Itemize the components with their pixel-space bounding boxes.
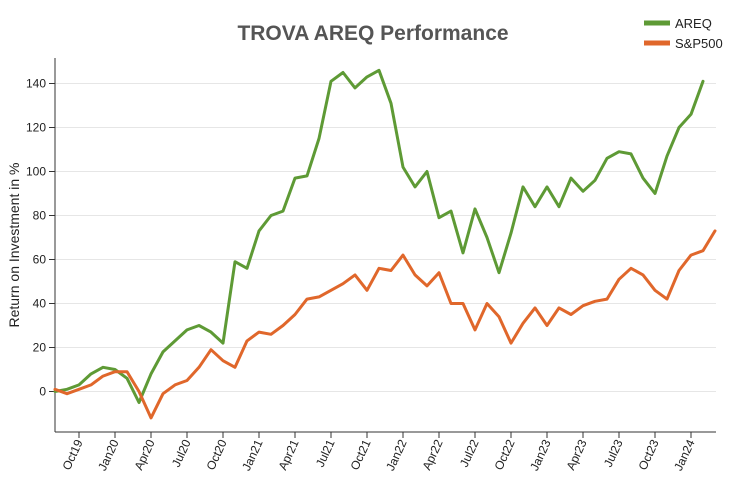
legend: AREQ S&P500 [644,16,723,51]
x-tick-label: Jul23 [601,437,626,469]
x-tick-label: Apr23 [563,437,589,472]
x-tick-label: Jul22 [457,437,482,469]
y-tick-label: 20 [33,341,47,355]
gridlines [55,83,716,392]
x-tick-label: Jul20 [169,437,194,469]
y-tick-label: 60 [33,253,47,267]
x-tick-label: Jan23 [527,437,554,473]
x-axis: Oct19 Jan20 Apr20 Jul20 Oct20 Jan21 Apr21 Jul21… [55,431,716,473]
series-line-areq [53,68,705,404]
x-tick-label: Jan20 [95,437,122,473]
x-tick-label: Jan22 [383,437,410,473]
y-tick-label: 120 [26,121,46,135]
x-tick-label: Oct20 [204,437,230,472]
x-tick-label: Apr21 [275,437,301,472]
x-tick-label: Jul21 [313,437,338,469]
series-line-s-p500 [53,229,717,420]
chart-title: TROVA AREQ Performance [237,22,508,45]
x-tick-label: Oct21 [348,437,374,472]
x-tick-label: Apr22 [419,437,445,472]
y-tick-label: 40 [33,297,47,311]
y-axis-label: Return on Investment in % [6,163,22,328]
x-tick-label: Oct22 [492,437,518,472]
y-tick-label: 100 [26,165,46,179]
y-tick-label: 80 [33,209,47,223]
x-tick-label: Jan24 [671,437,698,473]
y-tick-label: 0 [39,385,46,399]
y-tick-label: 140 [26,77,46,91]
x-tick-label: Jan21 [239,437,266,473]
x-tick-label: Apr20 [131,437,157,472]
x-tick-label: Oct19 [60,437,86,472]
legend-label: AREQ [675,16,712,31]
legend-label: S&P500 [675,36,723,51]
x-tick-label: Oct23 [636,437,662,472]
plot-area [53,68,717,420]
y-axis: 0 20 40 60 80 100 120 140 [26,58,56,432]
